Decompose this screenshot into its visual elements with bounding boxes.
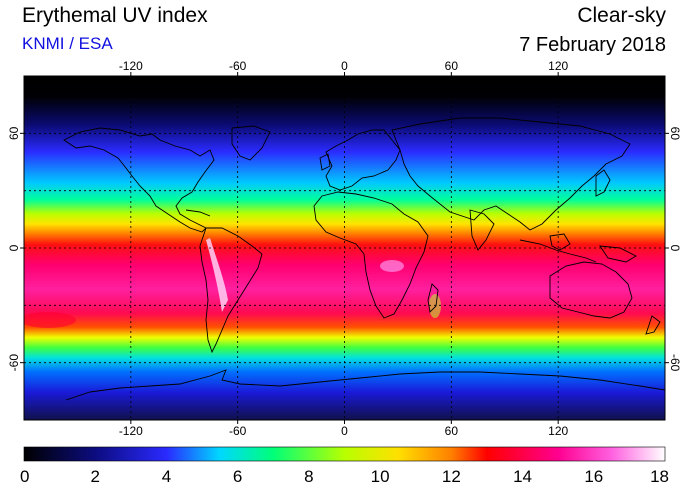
- lon-label-bottom-4: 120: [548, 424, 568, 438]
- coast-india: [469, 209, 495, 251]
- africa-high-uv: [380, 260, 404, 272]
- coastlines: [63, 117, 665, 401]
- coast-cuba: [185, 209, 211, 217]
- coast-north-america: [63, 127, 215, 233]
- coast-europe: [325, 129, 401, 191]
- lat-label-right-2: -60: [668, 354, 682, 372]
- uv-field: [24, 76, 665, 420]
- colorbar-label-3: 6: [233, 467, 242, 486]
- longitude-labels-top: -120 -60 0 60 120: [119, 59, 569, 73]
- lon-label-top-0: -120: [119, 59, 143, 73]
- lon-label-top-2: 0: [341, 59, 348, 73]
- madagascar-low-uv: [429, 294, 441, 318]
- coast-south-america: [199, 227, 263, 354]
- coast-australia: [549, 261, 633, 319]
- coast-asia: [391, 117, 631, 231]
- lon-label-bottom-2: 0: [341, 424, 348, 438]
- coast-japan: [595, 169, 611, 197]
- latitude-labels-right: 60 0 -60: [668, 127, 682, 372]
- sky-condition-label: Clear-sky: [577, 4, 666, 27]
- longitude-labels-bottom: -120 -60 0 60 120: [119, 424, 569, 438]
- colorbar-label-4: 8: [304, 467, 313, 486]
- coast-greenland: [231, 125, 271, 161]
- lon-label-top-4: 120: [548, 59, 568, 73]
- lon-label-bottom-0: -120: [119, 424, 143, 438]
- lon-label-top-3: 60: [445, 59, 459, 73]
- lon-label-bottom-3: 60: [445, 424, 459, 438]
- colorbar-label-8: 16: [584, 467, 603, 486]
- latitude-labels-left: 60 0 -60: [7, 126, 21, 371]
- date-label: 7 February 2018: [519, 34, 666, 56]
- lat-label-left-1: 0: [7, 244, 21, 251]
- coast-new-zealand: [645, 315, 661, 335]
- colorbar-label-2: 4: [162, 467, 171, 486]
- frame-ticks: [20, 72, 669, 424]
- colorbar-label-6: 12: [442, 467, 461, 486]
- colorbar-labels: 0 2 4 6 8 10 12 14 16 18: [20, 467, 669, 486]
- coast-indonesia: [519, 239, 597, 263]
- lon-label-top-1: -60: [229, 59, 247, 73]
- colorbar-label-5: 10: [371, 467, 390, 486]
- lat-label-left-2: -60: [7, 354, 21, 372]
- lat-label-right-1: 0: [668, 245, 682, 252]
- lat-label-right-0: 60: [668, 127, 682, 141]
- colorbar-label-1: 2: [90, 467, 99, 486]
- lon-label-bottom-1: -60: [229, 424, 247, 438]
- pacific-high-uv: [24, 312, 76, 328]
- colorbar-label-7: 14: [513, 467, 532, 486]
- coast-antarctica: [65, 369, 665, 401]
- colorbar: [23, 446, 666, 462]
- andes-high-uv: [206, 238, 228, 312]
- coast-uk: [319, 153, 331, 171]
- map-title: Erythemal UV index: [22, 4, 208, 27]
- lat-label-left-0: 60: [7, 126, 21, 140]
- data-source-label: KNMI / ESA: [22, 34, 113, 53]
- coast-new-guinea: [599, 245, 637, 263]
- coast-borneo: [549, 233, 571, 251]
- colorbar-label-9: 18: [650, 467, 669, 486]
- graticule: [24, 76, 665, 420]
- coast-africa: [313, 191, 429, 319]
- colorbar-label-0: 0: [20, 467, 29, 486]
- coast-madagascar: [427, 283, 439, 313]
